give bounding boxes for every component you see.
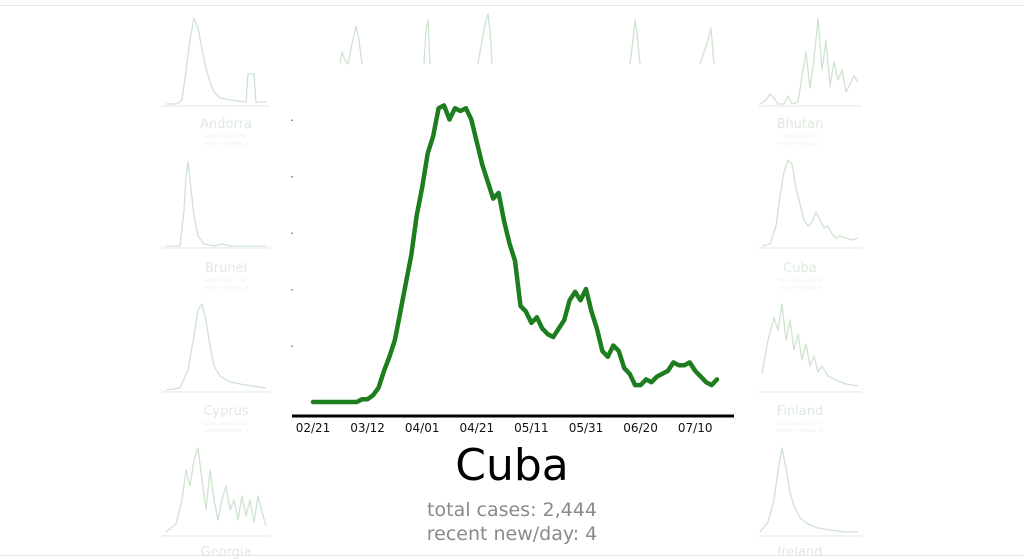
total-cases-text: total cases: 2,444	[427, 499, 597, 521]
bg-sparkline-top-c	[477, 13, 493, 65]
bg-sub1-andorra: total cases: 855	[206, 134, 246, 140]
bg-sub2-finland: recent new/day: 10	[776, 428, 824, 434]
bg-sub2-bhutan: recent new/day: 2	[778, 141, 823, 147]
y-tick-mark	[291, 289, 293, 291]
bg-sub1-brunei: total cases: 141	[206, 278, 246, 284]
bg-sparkline-top-b	[423, 19, 431, 65]
bg-label-finland: Finland	[777, 404, 823, 419]
bg-panel-brunei: Brunei total cases: 141 recent new/day: …	[162, 161, 270, 291]
x-tick-label: 04/01	[405, 421, 440, 435]
top-border	[0, 5, 1024, 6]
y-tick-mark	[291, 345, 293, 347]
y-tick-mark	[291, 232, 293, 234]
bg-sparkline-brunei	[166, 161, 266, 247]
bg-sparkline-top-a	[339, 25, 363, 65]
bg-sparkline-ireland	[759, 447, 858, 533]
bg-sparkline-georgia	[165, 447, 267, 533]
bg-sparkline-bhutan	[759, 17, 859, 105]
bg-sub2-brunei: recent new/day: 0	[204, 285, 249, 291]
bg-sparkline-cuba	[761, 159, 859, 247]
bg-label-andorra: Andorra	[200, 117, 252, 132]
bg-sparkline-top-d	[629, 19, 641, 65]
bg-panel-andorra: Andorra total cases: 855 recent new/day:…	[162, 17, 270, 147]
y-tick-mark	[291, 176, 293, 178]
bg-panel-georgia: Georgia	[162, 447, 270, 559]
bg-sparkline-top-e	[699, 27, 715, 65]
x-tick-label: 04/21	[460, 421, 495, 435]
x-axis-ticks: 02/21 03/12 04/01 04/21 05/11 05/31 06/20 07/10	[296, 421, 713, 435]
bg-sub1-cyprus: total cases: 1,038	[204, 421, 249, 427]
bg-sub1-cuba: total cases: 2,444	[778, 278, 823, 284]
x-tick-label: 07/10	[678, 421, 713, 435]
bg-sub1-finland: total cases: 7,340	[778, 421, 823, 427]
bg-sub1-bhutan: total cases: 86	[782, 134, 819, 140]
x-tick-label: 03/12	[350, 421, 385, 435]
bg-panel-bhutan: Bhutan total cases: 86 recent new/day: 2	[758, 17, 862, 147]
bg-sub2-andorra: recent new/day: 0	[204, 141, 249, 147]
x-tick-label: 05/31	[569, 421, 604, 435]
y-axis-ticks	[291, 119, 293, 347]
recent-new-per-day-text: recent new/day: 4	[426, 523, 598, 545]
bg-label-brunei: Brunei	[205, 261, 247, 276]
bg-panel-finland: Finland total cases: 7,340 recent new/da…	[758, 303, 862, 434]
bg-sparkline-andorra	[166, 17, 266, 105]
bg-panel-cyprus: Cyprus total cases: 1,038 recent new/day…	[162, 303, 270, 434]
x-tick-label: 06/20	[623, 421, 658, 435]
bg-sparkline-cyprus	[165, 303, 267, 391]
x-tick-label: 05/11	[514, 421, 549, 435]
chart-title: Cuba	[455, 440, 569, 491]
bg-label-cuba: Cuba	[783, 261, 817, 276]
bg-sparkline-finland	[761, 303, 859, 387]
bg-label-ireland: Ireland	[778, 545, 823, 559]
y-tick-mark	[291, 119, 293, 121]
bg-label-bhutan: Bhutan	[777, 117, 824, 132]
series-line-cuba	[310, 103, 720, 405]
bg-sub2-cyprus: recent new/day: 3	[204, 428, 249, 434]
x-tick-label: 02/21	[296, 421, 331, 435]
bg-panel-ireland: Ireland	[758, 447, 862, 559]
bottom-border	[0, 555, 1024, 556]
bg-panel-cuba-mini: Cuba total cases: 2,444 recent new/day: …	[758, 159, 862, 291]
bg-label-cyprus: Cyprus	[203, 404, 249, 419]
bg-label-georgia: Georgia	[201, 545, 252, 559]
bg-sub2-cuba: recent new/day: 4	[778, 285, 823, 291]
